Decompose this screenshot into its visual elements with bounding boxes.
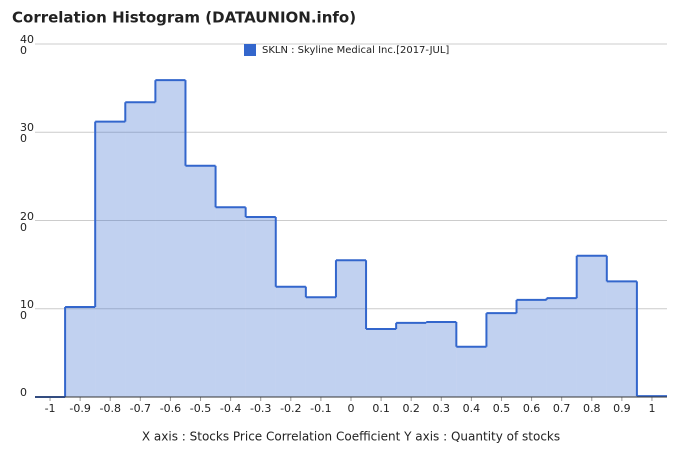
x-tick-label: -0.2 — [280, 402, 301, 415]
bar — [125, 102, 156, 398]
bar — [65, 306, 96, 397]
bar — [95, 121, 126, 397]
bar — [215, 207, 246, 397]
x-tick-label: -0.1 — [310, 402, 331, 415]
bar — [576, 255, 607, 397]
y-tick-label: 300 — [20, 121, 34, 146]
bar — [606, 281, 637, 397]
legend-label: SKLN : Skyline Medical Inc.[2017-JUL] — [262, 45, 449, 56]
x-tick-label: 0 — [348, 402, 355, 415]
bar — [185, 165, 216, 397]
bar — [245, 216, 276, 397]
bar — [155, 80, 186, 398]
x-tick-label: -0.4 — [220, 402, 241, 415]
bar — [305, 297, 336, 397]
x-tick-label: 0.8 — [583, 402, 601, 415]
x-tick-label: 0.6 — [523, 402, 541, 415]
x-tick-label: 0.5 — [493, 402, 511, 415]
x-tick-label: -1 — [45, 402, 56, 415]
bar — [426, 321, 457, 397]
x-tick-label: 0.1 — [372, 402, 390, 415]
y-tick-label: 200 — [20, 209, 34, 234]
x-tick-label: 1 — [648, 402, 655, 415]
x-tick-label: -0.6 — [160, 402, 181, 415]
x-tick-label: -0.7 — [130, 402, 151, 415]
bar — [546, 298, 577, 397]
x-tick-label: 0.4 — [463, 402, 481, 415]
bar — [335, 260, 367, 397]
x-tick-label: 0.9 — [613, 402, 631, 415]
chart-title: Correlation Histogram (DATAUNION.info) — [12, 9, 356, 27]
axis-label: X axis : Stocks Price Correlation Coeffi… — [142, 430, 560, 444]
bar — [486, 313, 517, 397]
x-tick-label: 0.3 — [433, 402, 451, 415]
y-tick-label: 400 — [20, 33, 34, 57]
bar — [275, 286, 306, 397]
x-tick-label: 0.2 — [402, 402, 420, 415]
x-tick-label: 0.7 — [553, 402, 571, 415]
legend-swatch — [244, 44, 256, 56]
bar — [366, 329, 397, 397]
x-tick-label: -0.9 — [69, 402, 90, 415]
x-tick-label: -0.3 — [250, 402, 271, 415]
x-tick-label: -0.5 — [190, 402, 211, 415]
y-tick-label: 100 — [20, 297, 34, 322]
x-tick-label: -0.8 — [100, 402, 121, 415]
y-tick-label: 0 — [20, 386, 27, 399]
bar — [396, 322, 427, 397]
bar — [516, 299, 547, 397]
bar — [456, 346, 487, 397]
